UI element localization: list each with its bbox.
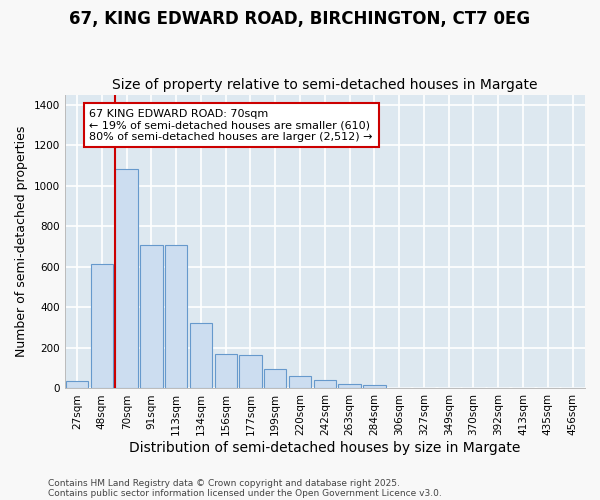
Bar bbox=[239, 355, 262, 388]
Bar bbox=[140, 244, 163, 388]
Bar bbox=[215, 354, 237, 388]
Y-axis label: Number of semi-detached properties: Number of semi-detached properties bbox=[15, 126, 28, 357]
Bar bbox=[289, 376, 311, 388]
Bar bbox=[264, 369, 286, 388]
Text: Contains HM Land Registry data © Crown copyright and database right 2025.: Contains HM Land Registry data © Crown c… bbox=[48, 478, 400, 488]
Bar bbox=[165, 244, 187, 388]
Bar bbox=[91, 264, 113, 388]
Text: 67, KING EDWARD ROAD, BIRCHINGTON, CT7 0EG: 67, KING EDWARD ROAD, BIRCHINGTON, CT7 0… bbox=[70, 10, 530, 28]
Text: 67 KING EDWARD ROAD: 70sqm
← 19% of semi-detached houses are smaller (610)
80% o: 67 KING EDWARD ROAD: 70sqm ← 19% of semi… bbox=[89, 108, 373, 142]
Bar bbox=[115, 168, 138, 388]
Text: Contains public sector information licensed under the Open Government Licence v3: Contains public sector information licen… bbox=[48, 488, 442, 498]
Bar bbox=[338, 384, 361, 388]
Title: Size of property relative to semi-detached houses in Margate: Size of property relative to semi-detach… bbox=[112, 78, 538, 92]
Bar bbox=[363, 386, 386, 388]
Bar bbox=[314, 380, 336, 388]
Bar bbox=[66, 382, 88, 388]
X-axis label: Distribution of semi-detached houses by size in Margate: Distribution of semi-detached houses by … bbox=[129, 441, 521, 455]
Bar bbox=[190, 322, 212, 388]
